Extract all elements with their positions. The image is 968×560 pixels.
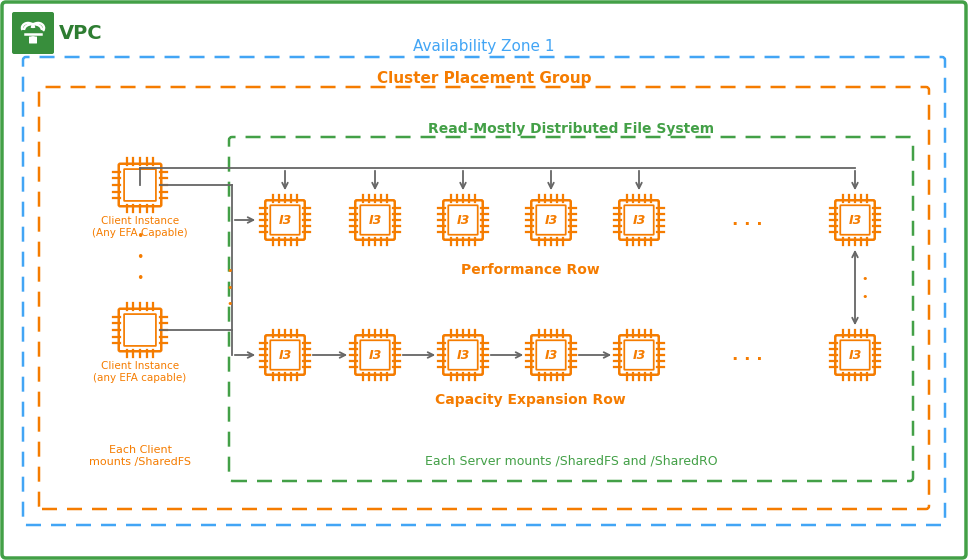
- Text: VPC: VPC: [59, 24, 103, 43]
- Text: Client Instance
(any EFA capable): Client Instance (any EFA capable): [93, 361, 187, 382]
- Text: . . .: . . .: [732, 211, 763, 229]
- FancyBboxPatch shape: [835, 200, 875, 240]
- Text: Availability Zone 1: Availability Zone 1: [413, 39, 555, 54]
- FancyBboxPatch shape: [443, 200, 483, 240]
- Text: I3: I3: [544, 213, 558, 226]
- Text: I3: I3: [456, 348, 469, 362]
- Text: •
•: • •: [861, 273, 867, 301]
- Text: I3: I3: [544, 348, 558, 362]
- Text: •
•
•: • • •: [227, 266, 233, 309]
- Text: I3: I3: [632, 213, 646, 226]
- FancyBboxPatch shape: [12, 12, 54, 54]
- FancyBboxPatch shape: [531, 200, 571, 240]
- Text: I3: I3: [632, 348, 646, 362]
- Text: I3: I3: [848, 348, 862, 362]
- Text: I3: I3: [848, 213, 862, 226]
- Text: Each Client
mounts /SharedFS: Each Client mounts /SharedFS: [89, 445, 191, 466]
- FancyBboxPatch shape: [443, 335, 483, 375]
- Text: I3: I3: [368, 213, 381, 226]
- Text: I3: I3: [279, 213, 291, 226]
- Text: •
•
•: • • •: [136, 230, 143, 285]
- Text: Read-Mostly Distributed File System: Read-Mostly Distributed File System: [428, 122, 714, 136]
- FancyBboxPatch shape: [119, 309, 162, 351]
- FancyBboxPatch shape: [265, 200, 305, 240]
- Circle shape: [22, 26, 34, 36]
- Text: Client Instance
(Any EFA Capable): Client Instance (Any EFA Capable): [92, 216, 188, 237]
- Circle shape: [26, 21, 40, 35]
- Text: I3: I3: [368, 348, 381, 362]
- Text: Cluster Placement Group: Cluster Placement Group: [377, 71, 591, 86]
- FancyBboxPatch shape: [265, 335, 305, 375]
- Text: Each Server mounts /SharedFS and /SharedRO: Each Server mounts /SharedFS and /Shared…: [425, 455, 717, 468]
- FancyBboxPatch shape: [835, 335, 875, 375]
- FancyBboxPatch shape: [620, 200, 659, 240]
- Circle shape: [33, 26, 44, 36]
- Text: I3: I3: [279, 348, 291, 362]
- Text: Performance Row: Performance Row: [461, 263, 599, 277]
- FancyBboxPatch shape: [119, 164, 162, 206]
- Text: . . .: . . .: [732, 346, 763, 364]
- Text: Capacity Expansion Row: Capacity Expansion Row: [435, 393, 625, 407]
- Text: I3: I3: [456, 213, 469, 226]
- FancyBboxPatch shape: [355, 200, 395, 240]
- FancyBboxPatch shape: [620, 335, 659, 375]
- FancyBboxPatch shape: [355, 335, 395, 375]
- FancyBboxPatch shape: [29, 36, 37, 44]
- FancyBboxPatch shape: [531, 335, 571, 375]
